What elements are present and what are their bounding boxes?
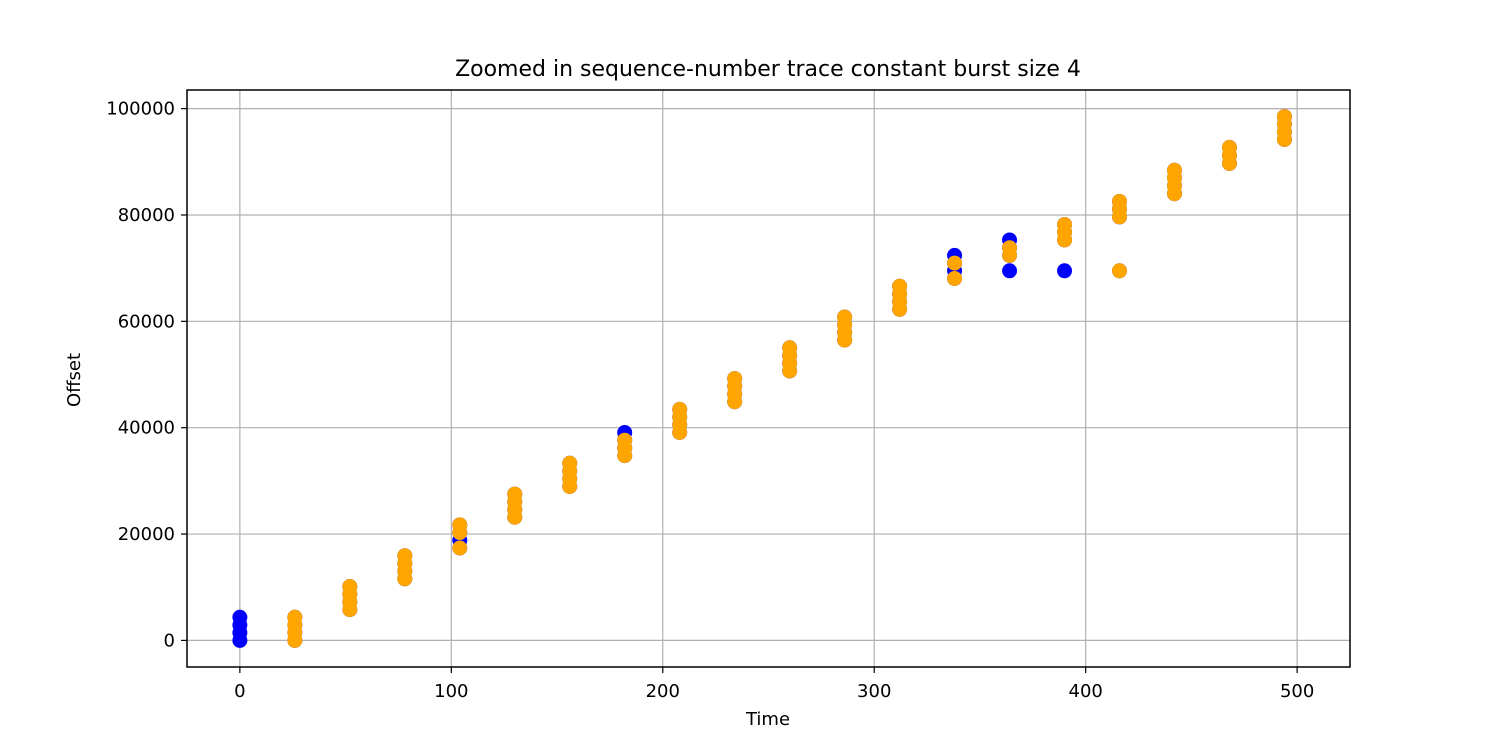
scatter-point — [452, 517, 468, 533]
x-tick-label: 500 — [1280, 681, 1314, 702]
scatter-point — [892, 278, 908, 294]
x-tick-label: 400 — [1069, 681, 1103, 702]
y-tick-label: 40000 — [118, 418, 175, 439]
scatter-point — [727, 371, 743, 387]
scatter-point — [562, 455, 578, 471]
scatter-point — [1002, 263, 1018, 279]
scatter-point — [617, 432, 633, 448]
x-tick-label: 200 — [646, 681, 680, 702]
scatter-point — [232, 609, 248, 625]
scatter-point — [397, 548, 413, 564]
x-tick-label: 0 — [234, 681, 245, 702]
scatter-point — [672, 401, 688, 417]
scatter-point — [837, 309, 853, 325]
series-0-points — [232, 109, 1292, 648]
scatter-point — [452, 540, 468, 556]
scatter-point — [1057, 263, 1073, 279]
x-axis-ticks: 0 100 200 300 400 500 — [234, 667, 1314, 702]
y-axis-ticks: 0 20000 40000 60000 80000 100000 — [106, 99, 187, 651]
scatter-point — [1166, 162, 1182, 178]
scatter-point — [1112, 193, 1128, 209]
y-tick-label: 20000 — [118, 524, 175, 545]
scatter-point — [287, 609, 303, 625]
chart-title: Zoomed in sequence-number trace constant… — [455, 57, 1081, 82]
scatter-point — [507, 486, 523, 502]
x-axis-label: Time — [745, 709, 790, 730]
scatter-point — [1221, 139, 1237, 155]
y-tick-label: 100000 — [106, 99, 175, 120]
y-tick-label: 60000 — [118, 311, 175, 332]
series-1-points — [287, 109, 1292, 648]
x-tick-label: 300 — [857, 681, 891, 702]
scatter-point — [782, 340, 798, 356]
data-points — [232, 109, 1292, 648]
x-tick-label: 100 — [434, 681, 468, 702]
scatter-point — [1112, 263, 1128, 279]
scatter-point — [947, 255, 963, 271]
y-axis-label: Offset — [64, 353, 85, 407]
scatter-point — [1276, 109, 1292, 125]
plot-frame — [186, 89, 1351, 668]
y-tick-label: 0 — [164, 630, 175, 651]
grid-lines — [187, 90, 1350, 667]
scatter-point — [342, 579, 358, 595]
scatter-point — [1002, 240, 1018, 256]
scatter-point — [1057, 217, 1073, 233]
scatter-point — [947, 270, 963, 286]
y-tick-label: 80000 — [118, 205, 175, 226]
